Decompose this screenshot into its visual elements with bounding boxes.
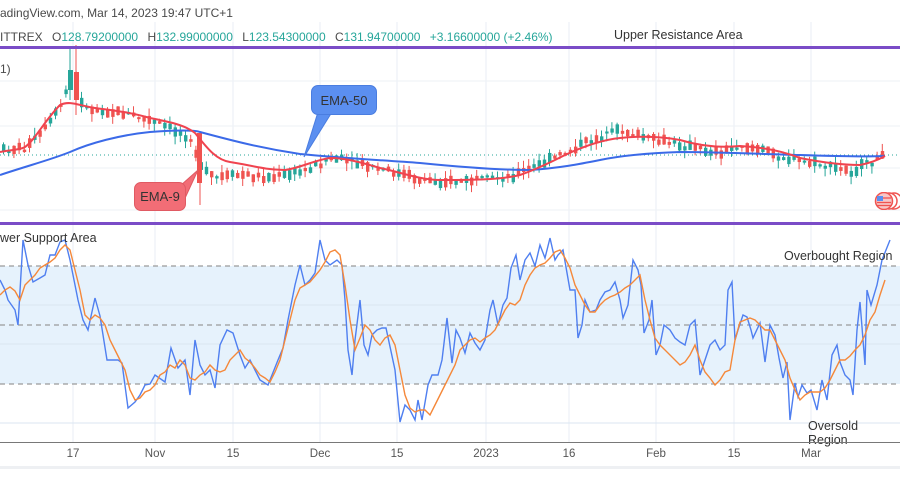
time-axis-tick: Nov xyxy=(144,448,166,460)
low-label: L xyxy=(242,30,249,44)
high-label: H xyxy=(147,30,157,44)
time-axis-tick: 17 xyxy=(66,448,80,460)
change-value: +3.16600000 (+2.46%) xyxy=(429,30,553,44)
chart-source-line: adingView.com, Mar 14, 2023 19:47 UTC+1 xyxy=(0,6,233,20)
time-axis-tick: Feb xyxy=(646,448,666,460)
time-axis[interactable]: 17 Nov 15 Dec 15 2023 16 Feb 15 Mar xyxy=(0,442,900,466)
ohlc-legend: ITTREX O128.79200000 H132.99000000 L123.… xyxy=(0,30,553,44)
close-value: 131.94700000 xyxy=(343,30,421,44)
stochastic-d-line xyxy=(0,244,886,417)
indicator-period-label: 1) xyxy=(0,62,11,76)
stochastic-k-line xyxy=(0,237,891,423)
open-value: 128.79200000 xyxy=(61,30,139,44)
ema-9-line xyxy=(0,102,886,182)
upper-resistance-label: Upper Resistance Area xyxy=(614,28,743,42)
ema50-callout-pointer xyxy=(303,111,333,158)
time-axis-tick: 2023 xyxy=(473,448,499,460)
oversold-label: Oversold Region xyxy=(808,419,859,447)
high-value: 132.99000000 xyxy=(156,30,233,44)
overbought-label: Overbought Region xyxy=(784,249,893,263)
time-axis-tick: 15 xyxy=(390,448,404,460)
ema-50-line xyxy=(0,129,886,176)
close-label: C xyxy=(335,30,344,44)
lower-support-label: wer Support Area xyxy=(0,231,97,245)
time-axis-border xyxy=(0,466,900,469)
ema50-callout[interactable]: EMA-50 xyxy=(311,85,377,115)
time-axis-tick: Mar xyxy=(801,448,821,460)
time-axis-tick: 16 xyxy=(562,448,576,460)
open-label: O xyxy=(52,30,62,44)
time-axis-tick: 15 xyxy=(727,448,741,460)
ema9-callout[interactable]: EMA-9 xyxy=(134,182,186,211)
exchange-name: ITTREX xyxy=(0,30,43,44)
time-axis-tick: 15 xyxy=(226,448,240,460)
low-value: 123.54300000 xyxy=(248,30,326,44)
time-axis-tick: Dec xyxy=(309,448,331,460)
us-flag-icon[interactable] xyxy=(872,192,900,210)
